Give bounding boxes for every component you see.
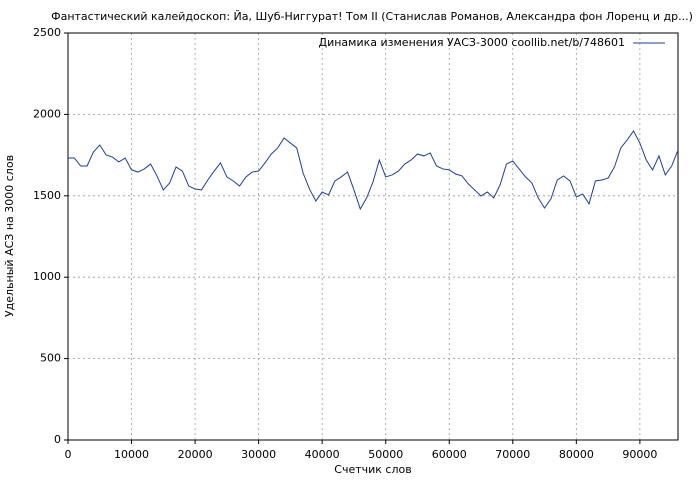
y-tick-label: 1500 [33, 189, 61, 202]
x-tick-label: 20000 [178, 448, 213, 461]
y-axis-label: Удельный АСЗ на 3000 слов [3, 155, 16, 317]
y-tick-label: 0 [54, 433, 61, 446]
x-tick-label: 90000 [622, 448, 657, 461]
x-tick-label: 50000 [368, 448, 403, 461]
y-tick-label: 1000 [33, 270, 61, 283]
chart-title: Фантастический калейдоскоп: Йа, Шуб-Нигг… [51, 10, 693, 23]
plot-frame [67, 32, 679, 441]
data-line [68, 130, 679, 211]
x-tick-label: 80000 [559, 448, 594, 461]
x-tick-label: 0 [65, 448, 72, 461]
x-tick-label: 10000 [114, 448, 149, 461]
x-tick-label: 30000 [241, 448, 276, 461]
x-tick-label: 70000 [495, 448, 530, 461]
x-tick-label: 40000 [305, 448, 340, 461]
x-axis-label: Счетчик слов [334, 463, 411, 476]
legend-label: Динамика изменения УАСЗ-3000 coollib.net… [319, 36, 626, 49]
y-tick-label: 2500 [33, 26, 61, 39]
x-tick-label: 60000 [432, 448, 467, 461]
y-tick-label: 2000 [33, 107, 61, 120]
y-tick-label: 500 [40, 352, 61, 365]
